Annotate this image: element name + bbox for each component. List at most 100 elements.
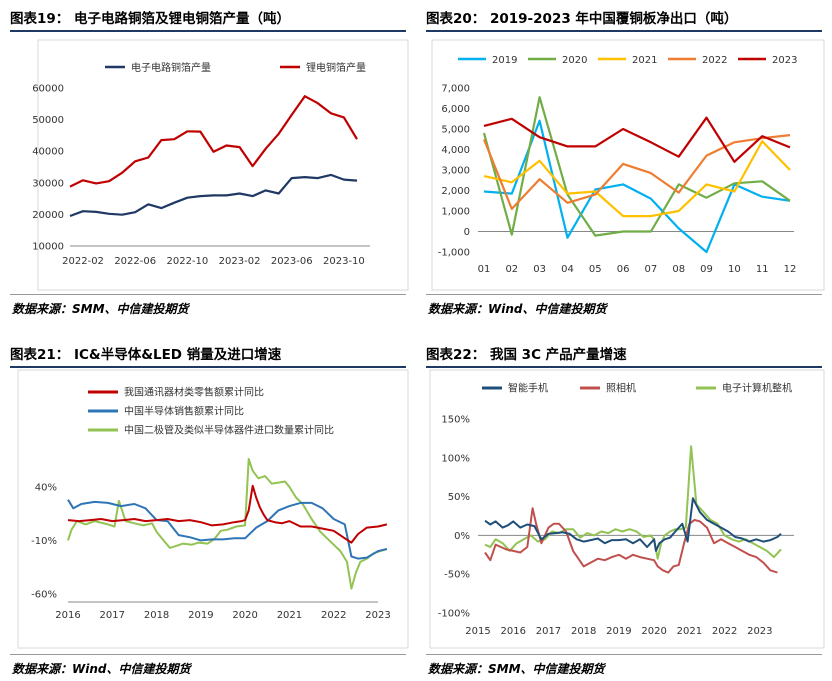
series-line <box>483 140 791 218</box>
y-tick-label: -1,000 <box>438 248 470 259</box>
x-tick-label: 08 <box>672 264 685 275</box>
legend-label: 智能手机 <box>508 382 548 395</box>
x-tick-label: 01 <box>478 264 491 275</box>
x-tick-label: 2023-02 <box>219 256 261 267</box>
series-line <box>484 507 778 574</box>
plot-frame <box>17 369 409 649</box>
source-note: 数据来源：SMM、中信建投期货 <box>12 302 189 316</box>
legend-label: 中国半导体销售额累计同比 <box>124 405 244 418</box>
title-rule <box>10 366 406 368</box>
series-line <box>67 499 388 560</box>
x-tick-label: 2018 <box>144 610 169 621</box>
x-tick-label: 2022 <box>321 610 346 621</box>
source-rule <box>10 294 406 295</box>
x-tick-label: 02 <box>505 264 518 275</box>
x-tick-label: 2020 <box>641 626 666 637</box>
series-line <box>67 484 388 544</box>
y-tick-label: 40000 <box>32 147 64 158</box>
y-tick-label: 50000 <box>32 115 64 126</box>
x-tick-label: 2023 <box>747 626 772 637</box>
y-tick-label: -60% <box>31 590 57 601</box>
x-tick-label: 2022-02 <box>62 256 104 267</box>
chart-svg: -60% -10% 40% 2016 2017 2018 2019 2020 2021 2022 2… <box>17 369 409 649</box>
x-tick-label: 03 <box>533 264 546 275</box>
x-tick-label: 2021 <box>277 610 302 621</box>
series-line <box>484 497 782 552</box>
x-tick-label: 06 <box>617 264 630 275</box>
series-line <box>482 96 791 237</box>
chart-svg: -100% -50% 0% 50% 100% 150% 2015 2016 2017 2018 20… <box>429 369 825 649</box>
x-tick-label: 2018 <box>571 626 596 637</box>
title-rule <box>426 366 822 368</box>
y-tick-label: 0 <box>464 227 470 238</box>
x-tick-label: 2023-06 <box>271 256 313 267</box>
chart-svg: -1,000 0 1,000 2,000 3,000 4,000 5,000 6,000 7,0… <box>431 39 825 291</box>
legend-label: 2022 <box>702 55 727 66</box>
x-tick-label: 2019 <box>606 626 631 637</box>
y-tick-label: 0% <box>454 531 470 542</box>
title-rule <box>426 30 822 32</box>
y-tick-label: 60000 <box>32 84 64 95</box>
y-tick-label: 6,000 <box>441 104 470 115</box>
legend-label: 中国二极管及类似半导体器件进口数量累计同比 <box>124 424 334 437</box>
y-tick-label: -50% <box>444 570 470 581</box>
y-tick-label: 40% <box>35 482 57 493</box>
x-tick-label: 2017 <box>100 610 125 621</box>
y-tick-label: 5,000 <box>441 125 470 136</box>
x-tick-label: 10 <box>728 264 741 275</box>
panel-title: 图表19： 电子电路铜箔及锂电铜箔产量（吨） <box>10 11 290 27</box>
x-tick-label: 2023-10 <box>323 256 365 267</box>
legend-label: 照相机 <box>606 382 636 395</box>
x-tick-label: 2017 <box>536 626 561 637</box>
chart-panel-19: 图表19： 电子电路铜箔及锂电铜箔产量（吨） 10000 20000 30000 40… <box>0 0 416 320</box>
series-line <box>69 95 358 188</box>
chart-panel-22: 图表22： 我国 3C 产品产量增速 -100% -50% 0% 50% 100% 150… <box>416 340 832 681</box>
x-tick-label: 2022-10 <box>166 256 208 267</box>
x-tick-label: 11 <box>756 264 769 275</box>
y-tick-label: -10% <box>31 536 57 547</box>
source-note: 数据来源：SMM、中信建投期货 <box>428 662 605 676</box>
title-rule <box>10 30 406 32</box>
source-rule <box>426 294 822 295</box>
legend-label: 2020 <box>562 55 587 66</box>
panel-title: 图表22： 我国 3C 产品产量增速 <box>426 347 627 363</box>
y-tick-label: 10000 <box>32 242 64 253</box>
x-tick-label: 2020 <box>232 610 257 621</box>
legend-label: 电子计算机整机 <box>722 382 792 395</box>
plot-frame <box>429 369 825 649</box>
series-line <box>67 458 388 590</box>
y-tick-label: 50% <box>448 492 470 503</box>
y-tick-label: 100% <box>441 453 470 464</box>
x-tick-label: 2016 <box>55 610 80 621</box>
y-tick-label: 3,000 <box>441 166 470 177</box>
x-tick-label: 2022-06 <box>114 256 156 267</box>
legend-label: 我国通讯器材类零售额累计同比 <box>124 386 264 399</box>
x-tick-label: 05 <box>589 264 602 275</box>
legend-label: 锂电铜箔产量 <box>306 61 366 74</box>
legend-label: 2019 <box>492 55 517 66</box>
chart-panel-21: 图表21： IC&半导体&LED 销量及进口增速 -60% -10% 40% 2016… <box>0 340 416 681</box>
series-line <box>482 134 791 210</box>
y-tick-label: 7,000 <box>441 84 470 95</box>
chart-svg: 10000 20000 30000 40000 50000 60000 2022-02 202… <box>32 39 409 291</box>
x-tick-label: 2022 <box>712 626 737 637</box>
source-note: 数据来源：Wind、中信建投期货 <box>12 662 191 676</box>
x-tick-label: 2016 <box>501 626 526 637</box>
y-tick-label: 1,000 <box>441 207 470 218</box>
x-tick-label: 2023 <box>365 610 390 621</box>
y-tick-label: 150% <box>441 415 470 426</box>
plot-frame <box>37 39 409 291</box>
y-tick-label: 30000 <box>32 178 64 189</box>
chart-panel-20: 图表20： 2019-2023 年中国覆铜板净出口（吨） -1,000 0 1,00… <box>416 0 832 320</box>
panel-title: 图表21： IC&半导体&LED 销量及进口增速 <box>10 347 282 363</box>
y-tick-label: 20000 <box>32 210 64 221</box>
x-tick-label: 07 <box>645 264 658 275</box>
legend-label: 2023 <box>772 55 797 66</box>
x-tick-label: 2019 <box>188 610 213 621</box>
legend-label: 电子电路铜箔产量 <box>131 61 211 74</box>
source-note: 数据来源：Wind、中信建投期货 <box>428 302 607 316</box>
panel-title: 图表20： 2019-2023 年中国覆铜板净出口（吨） <box>426 11 738 27</box>
y-tick-label: 4,000 <box>441 145 470 156</box>
x-tick-label: 09 <box>700 264 713 275</box>
series-line <box>483 116 791 163</box>
